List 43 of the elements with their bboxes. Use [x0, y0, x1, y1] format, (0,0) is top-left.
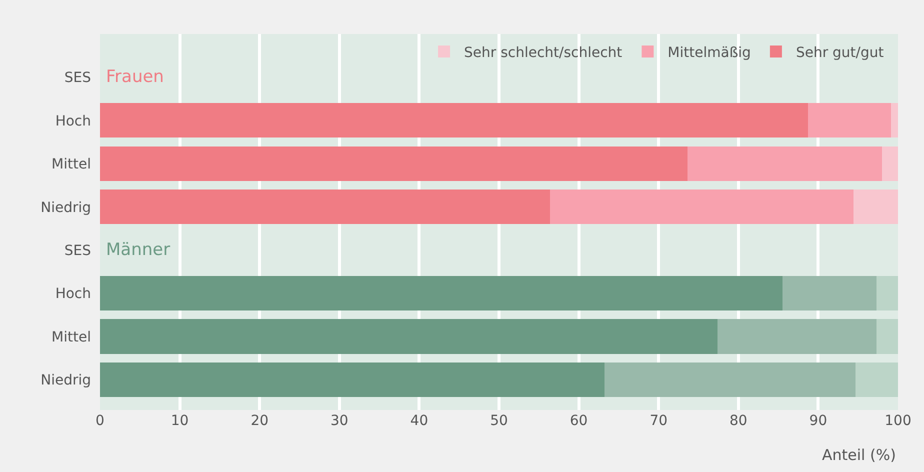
- x-tick-label: 20: [250, 413, 269, 429]
- x-tick-label: 50: [490, 413, 508, 429]
- x-tick-label: 10: [170, 413, 189, 429]
- x-tick-label: 40: [410, 413, 428, 429]
- x-tick-label: 100: [884, 413, 912, 429]
- bar: [718, 319, 876, 354]
- bar: [876, 276, 898, 311]
- y-tick-label: Hoch: [55, 286, 91, 302]
- bar: [100, 190, 550, 224]
- x-axis-title: Anteil (%): [822, 446, 896, 464]
- bar: [782, 276, 876, 311]
- bar: [100, 146, 688, 181]
- bar: [882, 146, 898, 181]
- y-tick-label: Hoch: [55, 113, 91, 130]
- y-tick-label: Mittel: [52, 329, 91, 346]
- y-tick-label: Mittel: [52, 156, 91, 173]
- bar: [853, 190, 898, 224]
- bar: [604, 362, 856, 398]
- annotation: Männer: [106, 240, 170, 260]
- y-tick-label: Niedrig: [40, 200, 91, 216]
- bar: [100, 276, 782, 311]
- x-tick-label: 70: [650, 413, 668, 429]
- bar: [808, 103, 891, 138]
- legend-label: Sehr gut/gut: [796, 44, 884, 61]
- y-tick-label: SES: [64, 70, 92, 86]
- bar: [890, 103, 898, 138]
- legend-label: Mittelmäßig: [668, 44, 751, 61]
- x-tick-label: 60: [570, 413, 588, 429]
- x-tick-label: 90: [809, 413, 828, 429]
- bar: [856, 362, 898, 398]
- x-tick-label: 80: [729, 413, 748, 429]
- y-tick-label: SES: [64, 242, 92, 259]
- bar: [100, 103, 808, 138]
- legend-label: Sehr schlecht/schlecht: [464, 44, 623, 61]
- bar: [550, 190, 854, 224]
- bar: [100, 319, 718, 354]
- bar: [687, 146, 882, 181]
- bar: [876, 319, 898, 354]
- annotation: Frauen: [106, 67, 164, 87]
- x-tick-label: 0: [96, 413, 104, 429]
- y-tick-label: Niedrig: [40, 372, 91, 389]
- bar: [100, 362, 604, 398]
- x-tick-label: 30: [330, 413, 348, 429]
